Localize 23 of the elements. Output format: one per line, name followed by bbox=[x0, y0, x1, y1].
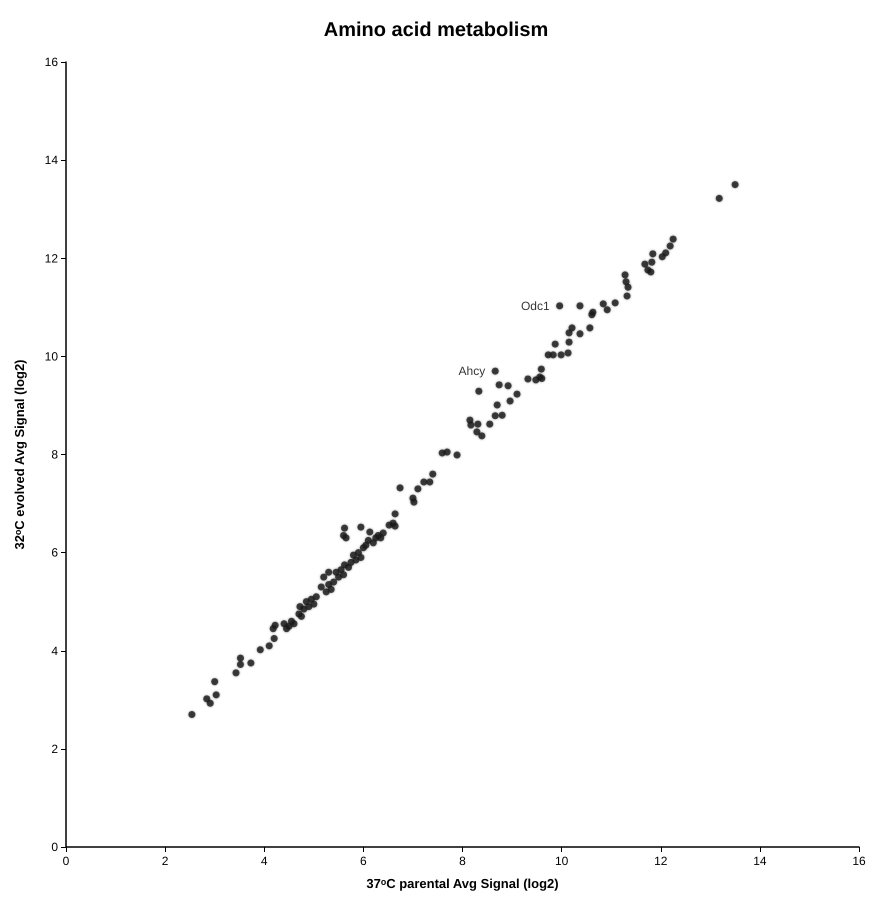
annotation: Ahcy bbox=[458, 364, 486, 378]
y-tick-label: 14 bbox=[44, 153, 58, 168]
y-tick-label: 4 bbox=[51, 644, 58, 658]
x-tick-label: 16 bbox=[852, 854, 866, 868]
annotation: Odc1 bbox=[520, 298, 550, 313]
y-tick-label: 10 bbox=[44, 349, 58, 364]
y-tick-label: 12 bbox=[44, 251, 58, 266]
x-tick-label: 12 bbox=[654, 854, 668, 868]
x-tick-label: 10 bbox=[554, 854, 569, 868]
y-axis-title: 32ᵒC evolved Avg Signal (log2) bbox=[12, 359, 27, 550]
y-tick-label: 2 bbox=[51, 742, 58, 756]
x-tick-label: 6 bbox=[360, 854, 368, 868]
y-tick-label: 6 bbox=[51, 546, 58, 560]
x-tick-label: 4 bbox=[260, 854, 268, 868]
y-tick-label: 0 bbox=[51, 840, 58, 854]
y-tick-label: 16 bbox=[44, 55, 58, 69]
y-tick-label: 8 bbox=[51, 448, 58, 462]
x-tick-label: 2 bbox=[162, 854, 169, 868]
x-axis-title: 37ᵒC parental Avg Signal (log2) bbox=[366, 876, 559, 891]
chart-title: Amino acid metabolism bbox=[324, 19, 548, 41]
x-tick-label: 0 bbox=[62, 854, 70, 868]
x-tick-label: 14 bbox=[753, 854, 767, 868]
x-tick-label: 8 bbox=[459, 854, 466, 868]
